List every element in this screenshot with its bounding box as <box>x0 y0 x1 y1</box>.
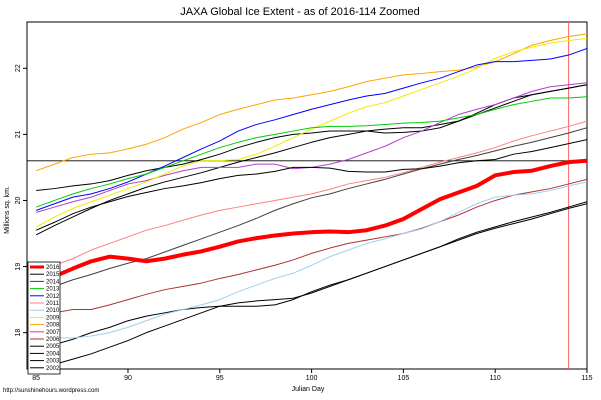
legend-label-2012: 2012 <box>46 294 60 300</box>
legend-label-2006: 2006 <box>46 337 60 343</box>
series-line-2005 <box>36 203 587 350</box>
legend-label-2005: 2005 <box>46 344 60 350</box>
y-tick-label: 20 <box>15 196 22 204</box>
legend-label-2015: 2015 <box>46 272 60 278</box>
y-tick-label: 19 <box>15 263 22 271</box>
legend-box <box>27 261 61 375</box>
series-line-2014 <box>35 127 587 297</box>
x-tick-label: 90 <box>124 375 132 382</box>
series-line-2003 <box>36 201 587 369</box>
series-line-2002 <box>35 84 587 236</box>
x-tick-label: 110 <box>490 375 501 382</box>
series-line-2007 <box>36 82 587 213</box>
y-axis-title: Millions sq. km. <box>4 186 11 234</box>
legend-label-2009: 2009 <box>46 315 60 321</box>
legend-label-2002: 2002 <box>46 366 60 372</box>
x-axis-title: Julian Day <box>292 386 325 393</box>
x-tick-label: 115 <box>581 375 592 382</box>
x-tick-label: 105 <box>398 375 410 382</box>
legend-label-2011: 2011 <box>46 301 60 307</box>
legend-label-2010: 2010 <box>46 308 60 314</box>
legend-label-2014: 2014 <box>46 279 60 285</box>
series-line-2011 <box>35 120 587 274</box>
y-tick-label: 18 <box>15 329 22 337</box>
series-line-2016 <box>35 158 587 282</box>
series-line-2015 <box>35 139 587 231</box>
x-tick-label: 95 <box>216 375 224 382</box>
x-tick-label: 85 <box>32 375 40 382</box>
legend-label-2013: 2013 <box>46 287 60 293</box>
legend-label-2007: 2007 <box>46 330 60 336</box>
chart-title: JAXA Global Ice Extent - as of 2016-114 … <box>180 6 420 18</box>
series-line-2010 <box>36 181 587 340</box>
series-line-2012 <box>36 47 587 211</box>
series-lines <box>35 33 587 369</box>
y-tick-label: 21 <box>15 130 22 138</box>
credit-text: http://sunshinehours.wordpress.com <box>3 388 99 394</box>
legend-label-2016: 2016 <box>46 265 60 271</box>
series-line-2008 <box>36 33 587 172</box>
series-line-2009 <box>35 38 587 228</box>
series-line-2006 <box>35 178 587 324</box>
plot-frame <box>26 21 588 370</box>
plot-area: 85 90 95 100 105 110 115 18 19 20 21 22 201620152014… <box>15 21 593 382</box>
legend-label-2003: 2003 <box>46 359 60 365</box>
y-tick-label: 22 <box>15 64 22 72</box>
legend-label-2008: 2008 <box>46 323 60 329</box>
x-tick-label: 100 <box>306 375 318 382</box>
legend-label-2004: 2004 <box>46 351 60 357</box>
series-line-2013 <box>36 96 587 208</box>
